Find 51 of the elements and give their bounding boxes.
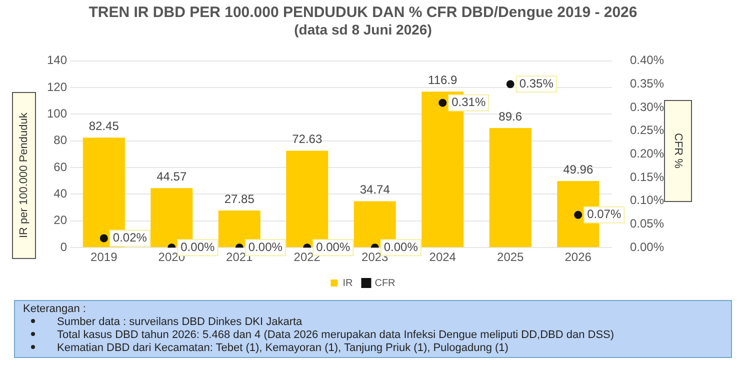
data-label: 44.57 — [156, 169, 187, 184]
data-label: 0.00% — [248, 240, 283, 254]
data-label: 0.07% — [587, 207, 622, 222]
data-label: 0.00% — [384, 240, 418, 254]
chart-subtitle: (data sd 8 Juni 2026) — [294, 21, 432, 38]
legend-label: IR — [342, 278, 353, 289]
x-tick-label: 2025 — [497, 250, 524, 264]
x-tick-label: 2024 — [429, 250, 456, 264]
x-tick-label: 2019 — [90, 250, 118, 264]
y-tick-label: 100 — [46, 106, 68, 120]
text: Sumber data : surveilans DBD Dinkes DKI Jakarta — [56, 316, 304, 329]
y2-tick-label: 0.40% — [630, 53, 664, 68]
point — [574, 210, 582, 219]
data-label: 72.63 — [292, 132, 322, 146]
y-tick-label: 60 — [54, 160, 68, 174]
data-label: 0.35% — [519, 76, 554, 90]
data-label: 0.02% — [112, 230, 148, 245]
data-label: 0.00% — [316, 240, 350, 254]
y2-axis-title: CFR % — [664, 100, 692, 202]
data-label: 34.74 — [360, 182, 390, 197]
data-label: 0.31% — [452, 95, 486, 110]
point — [438, 98, 447, 107]
data-label: 82.45 — [88, 118, 120, 133]
y2-tick-label: 0.35% — [630, 76, 664, 90]
y2-tick-label: 0.25% — [630, 123, 664, 138]
data-label: 49.96 — [563, 162, 594, 176]
y2-tick-label: 0.05% — [630, 216, 664, 231]
y-tick-label: 120 — [46, 80, 68, 94]
x-tick-label: 2026 — [564, 250, 592, 264]
y-tick-label: 20 — [54, 213, 68, 228]
text: Total kasus DBD tahun 2026: 5.468 dan 4 (Data 2026 merupakan data Infeksi Dengue meliputi DD,DBD dan DSS) — [56, 329, 616, 342]
y-tick-label: 0 — [60, 240, 68, 254]
y2-tick-label: 0.15% — [630, 170, 664, 184]
bar — [489, 128, 532, 248]
y2-tick-label: 0.20% — [630, 146, 664, 161]
data-label: 116.9 — [428, 72, 458, 87]
text: Keterangan : — [23, 303, 87, 316]
y2-tick-label: 0.30% — [630, 100, 664, 114]
point — [506, 80, 514, 88]
text: Kematian DBD dari Kecamatan: Tebet (1), Kemayoran (1), Tanjung Priuk (1), Pulogadung (1) — [56, 342, 510, 355]
y-tick-label: 140 — [46, 53, 68, 68]
y-axis-title: IR per 100.000 Penduduk — [12, 92, 36, 259]
legend-label: CFR — [374, 278, 396, 289]
y-tick-label: 80 — [54, 133, 68, 148]
y2-tick-label: 0.00% — [630, 240, 664, 254]
data-label: 89.6 — [498, 109, 522, 124]
y-tick-label: 40 — [54, 186, 68, 201]
y2-tick-label: 0.10% — [630, 193, 664, 208]
data-label: 27.85 — [224, 192, 255, 206]
chart-title: TREN IR DBD PER 100.000 PENDUDUK DAN % CFR DBD/Dengue 2019 - 2026 — [88, 4, 638, 22]
data-label: 0.00% — [180, 240, 215, 254]
